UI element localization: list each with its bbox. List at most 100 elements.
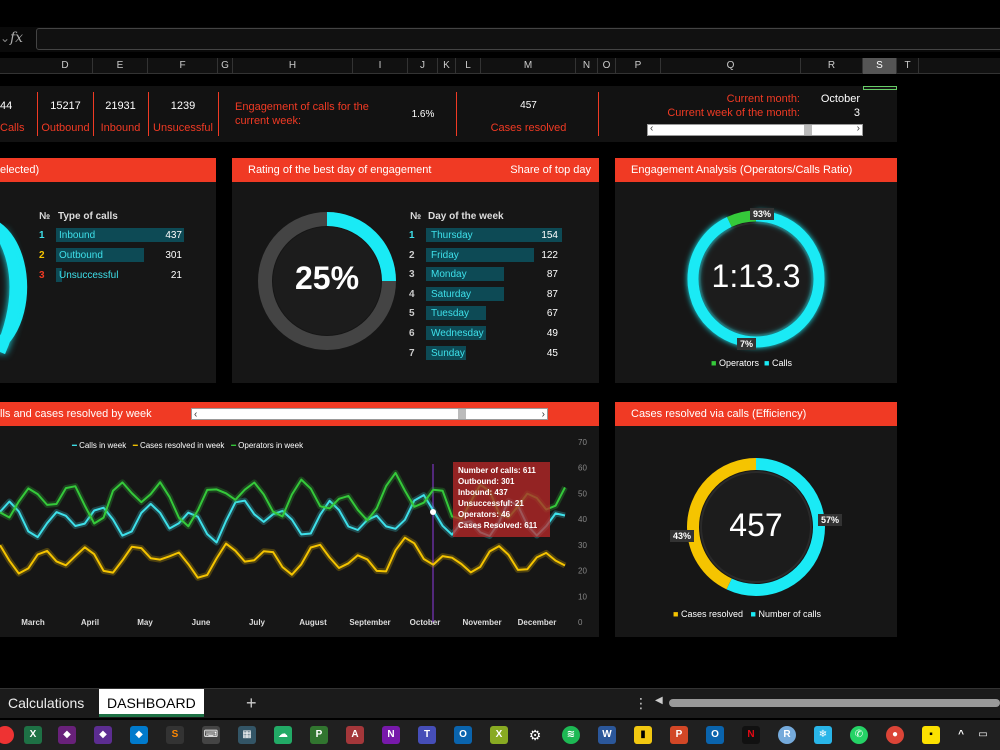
chevron-down-icon[interactable]: ⌄ (0, 31, 11, 45)
row-label: Inbound (59, 230, 96, 241)
column-header-j[interactable]: J (408, 58, 438, 74)
scrollbar-thumb[interactable] (669, 699, 1000, 707)
chart-legend: ━ Calls in week ━ Cases resolved in week… (72, 441, 304, 450)
whatsapp-icon[interactable]: ✆ (850, 726, 868, 744)
row-value: 154 (541, 230, 558, 241)
column-header-r[interactable]: R (801, 58, 863, 74)
chevron-left-icon[interactable]: ◀ (655, 695, 663, 706)
value-bar (426, 306, 486, 321)
onenote-icon[interactable]: N (382, 726, 400, 744)
chevron-left-icon[interactable]: ‹ (650, 123, 654, 134)
scrollbar-thumb[interactable] (458, 409, 466, 419)
record-icon[interactable] (0, 726, 14, 744)
col-no-header: № (410, 211, 422, 222)
sublime-icon[interactable]: S (166, 726, 184, 744)
keyboard-icon[interactable]: ⌨ (202, 726, 220, 744)
horizontal-scrollbar[interactable]: ◀ (655, 695, 1000, 708)
legend-operators: Operators (718, 358, 759, 368)
settings-icon[interactable]: ⚙ (528, 727, 542, 743)
powerpoint-icon[interactable]: P (670, 726, 688, 744)
outlook-icon[interactable]: O (454, 726, 472, 744)
value-bar (426, 286, 504, 301)
teams-icon[interactable]: T (418, 726, 436, 744)
column-header-k[interactable]: K (438, 58, 456, 74)
access-icon[interactable]: A (346, 726, 364, 744)
snowflake-icon[interactable]: ❄ (814, 726, 832, 744)
r-icon[interactable]: R (778, 726, 796, 744)
calls-pct-label: 93% (750, 208, 775, 220)
x-tick-label: April (81, 618, 99, 627)
tab-calculations[interactable]: Calculations (8, 695, 85, 711)
project-icon[interactable]: P (310, 726, 328, 744)
xbox-icon[interactable]: X (490, 726, 508, 744)
legend-operators: Operators in week (238, 441, 304, 450)
display-icon[interactable]: ▭ (978, 729, 988, 740)
add-sheet-button[interactable]: + (246, 693, 257, 713)
sticky-notes-icon[interactable]: ▪ (922, 726, 940, 744)
power-bi-icon[interactable]: ▮ (634, 726, 652, 744)
kpi-inbound-label: Inbound (100, 122, 141, 134)
value-bar (56, 228, 184, 242)
column-header-n[interactable]: N (576, 58, 598, 74)
chevron-right-icon[interactable]: › (541, 409, 545, 420)
value-bar (56, 268, 62, 282)
row-index: 7 (409, 347, 415, 359)
legend-cases: Cases resolved (680, 609, 743, 619)
hover-point[interactable] (430, 509, 436, 515)
column-header-g[interactable]: G (218, 58, 233, 74)
column-header-l[interactable]: L (456, 58, 481, 74)
week-scrollbar[interactable]: ‹ › (191, 408, 548, 420)
row-index: 2 (39, 250, 45, 261)
formula-input[interactable] (36, 28, 1000, 50)
tooltip-line: Operators: 46 (458, 510, 511, 519)
scrollbar-thumb[interactable] (804, 125, 812, 135)
legend: ■ Operators ■ Calls (711, 358, 792, 368)
efficiency-panel: Cases resolved via calls (Efficiency) 45… (615, 402, 897, 637)
vscode-icon[interactable]: ◆ (130, 726, 148, 744)
word-icon[interactable]: W (598, 726, 616, 744)
function-icon[interactable]: fx (10, 30, 24, 46)
share-donut (258, 212, 396, 350)
cloud-icon[interactable]: ☁ (274, 726, 292, 744)
column-header-p[interactable]: P (616, 58, 661, 74)
column-header-q[interactable]: Q (661, 58, 801, 74)
panel-title: lls and cases resolved by week ‹ › (0, 402, 599, 426)
chevron-right-icon[interactable]: › (856, 123, 860, 134)
month-scrollbar[interactable]: ‹ › (647, 123, 863, 136)
tooltip-line: Number of calls: 611 (458, 466, 536, 475)
operators-pct-label: 7% (737, 338, 757, 350)
visual-studio-icon[interactable]: ◆ (58, 726, 76, 744)
chevron-left-icon[interactable]: ‹ (194, 409, 198, 420)
tab-dashboard[interactable]: DASHBOARD (99, 689, 204, 717)
x-tick-label: August (299, 618, 327, 627)
outlook-icon[interactable]: O (706, 726, 724, 744)
column-header-s[interactable]: S (863, 58, 897, 74)
row-value: 437 (165, 230, 182, 241)
excel-icon[interactable]: X (24, 726, 42, 744)
column-header-t[interactable]: T (897, 58, 919, 74)
row-label: Saturday (431, 288, 472, 300)
row-index: 1 (409, 230, 415, 241)
column-header-h[interactable]: H (233, 58, 353, 74)
divider (93, 92, 94, 136)
chrome-icon[interactable]: ● (886, 726, 904, 744)
column-header-o[interactable]: O (598, 58, 616, 74)
spotify-icon[interactable]: ≋ (562, 726, 580, 744)
col-day-header: Day of the week (428, 211, 504, 222)
tooltip-line: Outbound: 301 (458, 477, 515, 486)
column-header-i[interactable]: I (353, 58, 408, 74)
more-options-icon[interactable]: ⋮ (634, 695, 648, 711)
netflix-icon[interactable]: N (742, 726, 760, 744)
column-header-e[interactable]: E (93, 58, 148, 74)
series-glow (0, 534, 567, 581)
column-header-d[interactable]: D (38, 58, 93, 74)
row-index: 5 (409, 308, 415, 320)
divider (456, 92, 457, 136)
sql-server-icon[interactable]: ▦ (238, 726, 256, 744)
column-header-f[interactable]: F (148, 58, 218, 74)
chevron-up-icon[interactable]: ^ (958, 729, 964, 740)
column-header-m[interactable]: M (481, 58, 576, 74)
kpi-unsuccessful-label: Unsucessful (153, 122, 213, 134)
visual-studio-icon[interactable]: ◆ (94, 726, 112, 744)
x-tick-label: March (21, 618, 45, 627)
